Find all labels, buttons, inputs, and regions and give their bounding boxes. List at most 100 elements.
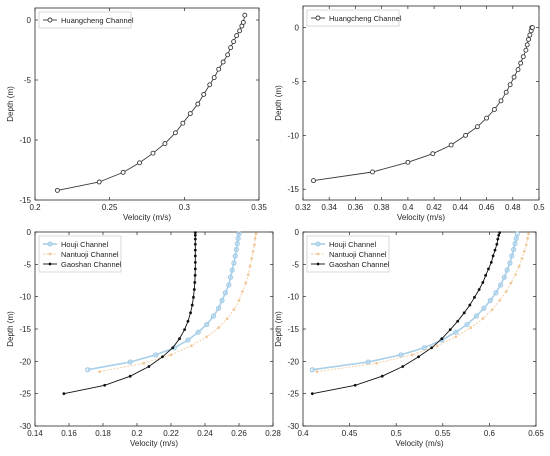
legend-item: Gaoshan Channel: [311, 260, 390, 269]
series-gaoshan-channel: [62, 231, 197, 396]
data-point: [246, 273, 250, 277]
data-point: [527, 32, 533, 38]
data-point: [473, 295, 476, 299]
data-point: [193, 233, 197, 237]
data-point: [252, 243, 256, 247]
data-point: [512, 240, 518, 247]
data-point: [253, 237, 257, 240]
data-point: [503, 89, 509, 95]
x-tick-label: 0.3: [179, 203, 191, 212]
data-point: [522, 250, 526, 253]
data-point: [169, 353, 173, 357]
series-gaoshan-channel: [310, 231, 502, 396]
x-tick-label: 0.6: [484, 429, 496, 438]
y-tick-label: 0: [295, 228, 300, 237]
data-point: [484, 273, 488, 277]
y-tick-label: -15: [287, 185, 299, 194]
data-point: [498, 299, 502, 302]
data-point: [248, 264, 252, 268]
data-point: [473, 313, 480, 319]
data-point: [235, 235, 241, 242]
data-point: [401, 365, 405, 368]
legend-swatch-marker: [47, 17, 53, 23]
data-point: [514, 273, 517, 277]
data-point: [517, 264, 521, 268]
data-point: [489, 260, 493, 264]
x-tick-label: 0.35: [251, 203, 267, 212]
data-point: [524, 243, 528, 247]
y-tick-label: -10: [19, 293, 31, 302]
data-point: [484, 115, 490, 121]
data-point: [234, 33, 240, 39]
data-point: [250, 257, 254, 260]
data-point: [85, 367, 91, 373]
data-point: [127, 359, 133, 365]
x-tick-label: 0.2: [131, 429, 143, 438]
data-point: [193, 237, 197, 241]
data-point: [448, 142, 454, 148]
data-point: [487, 297, 493, 304]
legend-box: [38, 11, 132, 29]
y-tick-label: -10: [287, 293, 299, 302]
legend-item: Houji Channel: [311, 240, 376, 249]
data-point: [210, 313, 217, 319]
data-point: [190, 303, 194, 307]
data-point: [171, 346, 175, 350]
x-tick-label: 0.18: [95, 429, 111, 438]
data-point: [468, 303, 472, 307]
data-point: [193, 273, 197, 277]
data-point: [232, 308, 236, 311]
data-point: [491, 254, 495, 258]
data-point: [103, 383, 107, 387]
legend-label: Huangcheng Channel: [61, 16, 134, 25]
data-point: [495, 242, 499, 246]
data-point: [237, 28, 243, 34]
data-point: [498, 98, 504, 104]
x-tick-label: 0.22: [163, 429, 179, 438]
x-tick-label: 0.5: [391, 429, 403, 438]
chart-panel-1: 0.2 0.25 0.3 0.35 -15 -10 -5 0 Velocity (m/s) Dep…: [6, 7, 267, 222]
data-point: [211, 75, 217, 81]
legend-label: Houji Channel: [329, 240, 376, 249]
y-tick-label: -5: [24, 260, 32, 269]
data-point: [481, 281, 485, 284]
y-tick-label: -15: [287, 325, 299, 334]
data-point: [193, 254, 197, 258]
data-point: [162, 141, 168, 147]
data-point: [520, 257, 524, 260]
x-tick-label: 0.14: [27, 429, 43, 438]
data-point: [454, 335, 458, 339]
x-tick-label: 0.24: [197, 429, 213, 438]
data-point: [190, 344, 193, 348]
data-point: [515, 67, 521, 73]
data-point: [241, 290, 244, 293]
data-point: [456, 319, 460, 323]
data-point: [523, 47, 529, 53]
data-point: [440, 337, 444, 341]
plot-area: [34, 7, 260, 201]
data-point: [365, 359, 371, 365]
x-axis-label: Velocity (m/s): [123, 213, 171, 222]
y-tick-label: -30: [287, 422, 299, 431]
data-point: [231, 39, 237, 45]
data-point: [487, 267, 490, 271]
x-tick-label: 0.44: [453, 203, 469, 212]
y-tick-label: -5: [292, 77, 300, 86]
y-tick-label: -20: [19, 357, 31, 366]
y-tick-label: -5: [292, 260, 300, 269]
legend-item: Houji Channel: [43, 240, 108, 249]
legend-box: [306, 9, 400, 27]
data-point: [232, 253, 238, 259]
x-tick-label: 0.5: [533, 203, 545, 212]
data-point: [520, 54, 526, 60]
data-point: [233, 246, 240, 253]
legend-swatch-marker: [315, 241, 321, 247]
chart-panel-4: 0.4 0.45 0.5 0.55 0.6 0.65 -30 -25 -20 -15 -10 -5 0 V…: [274, 228, 544, 448]
y-tick-label: 0: [27, 16, 32, 25]
data-point: [195, 329, 201, 335]
legend-box: [306, 235, 390, 273]
data-point: [491, 107, 497, 112]
data-point: [421, 345, 427, 351]
